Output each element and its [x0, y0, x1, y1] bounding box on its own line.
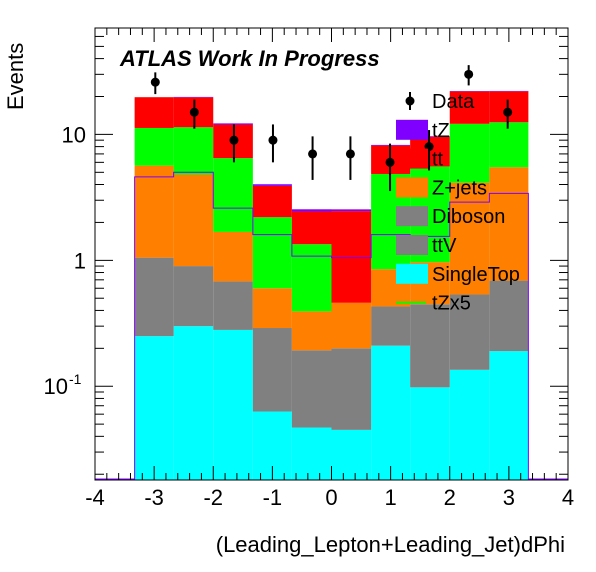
bar-diboson-1: [174, 266, 214, 326]
bar-z-jets-5: [332, 303, 372, 349]
bar-z-jets-2: [213, 232, 253, 281]
bar-singletop-8: [450, 370, 490, 480]
x-tick-label: -3: [144, 485, 164, 510]
legend-swatch-tt: [396, 149, 428, 169]
bar-tt-red-5: [332, 211, 372, 303]
data-point-6: [386, 158, 395, 167]
data-point-0: [151, 78, 160, 87]
bar-tt-red-9: [489, 91, 528, 122]
x-tick-label: 1: [385, 485, 397, 510]
bar-diboson-0: [135, 258, 174, 336]
data-point-5: [346, 149, 355, 158]
bar-z-jets-1: [174, 175, 214, 267]
legend-swatch-singletop: [396, 264, 428, 284]
legend-label-data: Data: [432, 91, 475, 113]
y-tick-label-exponent: -1: [69, 371, 82, 387]
legend-label-tt: tt: [432, 149, 444, 171]
legend-marker-data: [406, 97, 415, 106]
data-point-3: [268, 136, 277, 145]
bar-singletop-4: [292, 428, 332, 480]
bar-z-jets-3: [253, 288, 292, 328]
x-tick-label: -1: [263, 485, 283, 510]
x-axis-title: (Leading_Lepton+Leading_Jet)dPhi: [216, 532, 565, 557]
bar-ttbar-green-3: [253, 217, 292, 288]
bar-diboson-7: [410, 304, 450, 387]
y-tick-label: 10: [44, 374, 68, 399]
x-tick-label: 2: [444, 485, 456, 510]
legend-swatch-tz: [396, 120, 428, 140]
legend-label-singletop: SingleTop: [432, 264, 520, 286]
legend-label-tz: tZ: [432, 120, 450, 142]
bar-diboson-4: [292, 350, 332, 427]
bar-singletop-9: [489, 351, 528, 480]
bar-tt-red-4: [292, 211, 332, 244]
x-tick-label: -4: [85, 485, 105, 510]
bar-ttbar-green-0: [135, 128, 174, 166]
legend-swatch-diboson: [396, 206, 428, 226]
data-point-8: [464, 70, 473, 79]
bar-singletop-0: [135, 336, 174, 480]
bar-ttbar-green-1: [174, 127, 214, 174]
legend-label-z-jets: Z+jets: [432, 177, 487, 199]
bar-ttbar-green-2: [213, 158, 253, 232]
bar-ttbar-green-4: [292, 244, 332, 311]
bar-z-jets-4: [292, 311, 332, 350]
bar-diboson-5: [332, 348, 372, 430]
bar-tz-4: [292, 209, 332, 211]
bar-singletop-7: [410, 387, 450, 480]
bar-diboson-2: [213, 281, 253, 330]
data-point-2: [229, 136, 238, 145]
data-point-1: [190, 108, 199, 117]
bar-tz-2: [213, 123, 253, 124]
x-tick-label: 0: [325, 485, 337, 510]
y-tick-label: 10: [62, 122, 86, 147]
x-tick-label: 4: [562, 485, 574, 510]
bar-singletop-5: [332, 430, 372, 480]
x-tick-label: -2: [203, 485, 223, 510]
bar-z-jets-0: [135, 166, 174, 258]
bar-tz-3: [253, 184, 292, 186]
bar-diboson-9: [489, 281, 528, 352]
bar-ttbar-green-8: [450, 124, 490, 183]
bar-tt-red-3: [253, 186, 292, 217]
bar-diboson-6: [371, 306, 410, 345]
bar-diboson-3: [253, 328, 292, 411]
x-tick-label: 3: [503, 485, 515, 510]
bar-tt-red-0: [135, 97, 174, 128]
legend-label-tzx5: tZx5: [432, 293, 471, 315]
atlas-label: ATLAS Work In Progress: [119, 46, 380, 71]
bar-tz-5: [332, 209, 372, 211]
data-point-4: [308, 149, 317, 158]
bar-singletop-1: [174, 326, 214, 480]
legend-swatch-ttv: [396, 235, 428, 255]
legend-swatch-z-jets: [396, 177, 428, 197]
legend-label-ttv: ttV: [432, 235, 457, 257]
legend-label-diboson: Diboson: [432, 206, 505, 228]
y-axis-title: Events: [3, 43, 28, 110]
y-tick-label: 1: [74, 248, 86, 273]
data-point-9: [503, 108, 512, 117]
bar-singletop-6: [371, 346, 410, 480]
bar-singletop-2: [213, 330, 253, 480]
bar-ttbar-green-9: [489, 122, 528, 167]
